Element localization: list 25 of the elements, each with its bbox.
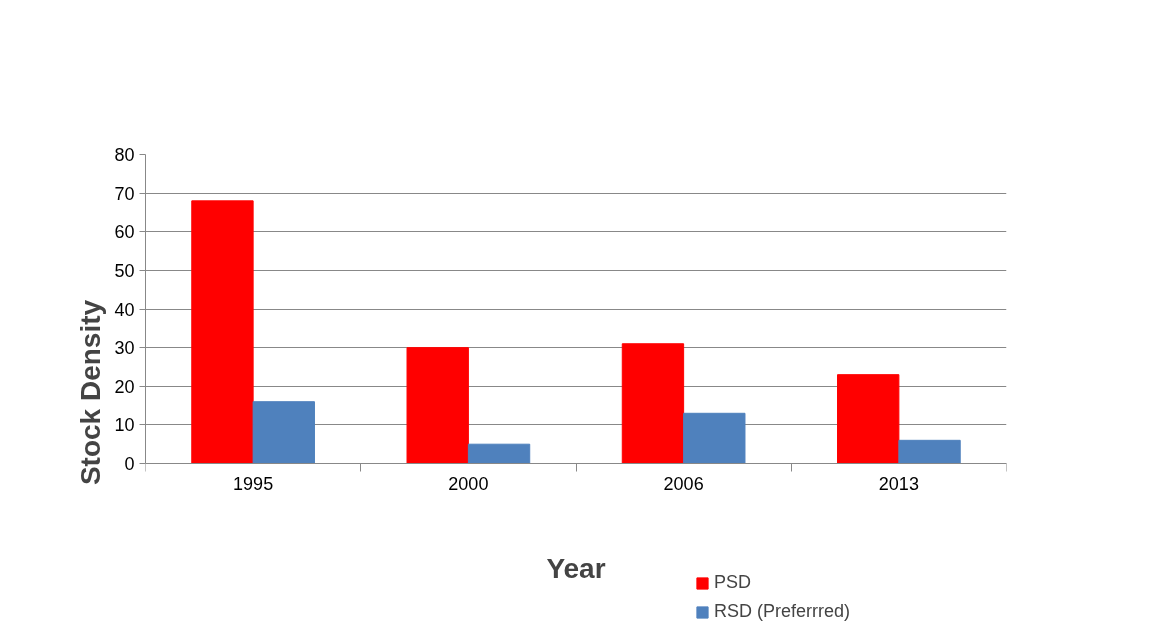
y-tick-label: 30 — [114, 338, 135, 359]
legend-label: PSD — [714, 572, 752, 593]
x-tick-label: 2013 — [878, 473, 919, 494]
y-axis-title: Stock Density — [75, 299, 107, 486]
bar — [621, 343, 685, 464]
y-tick-label: 80 — [114, 145, 135, 165]
bar — [191, 200, 254, 464]
bar — [837, 374, 900, 464]
y-tick-label: 0 — [124, 454, 135, 474]
bar — [683, 412, 746, 464]
y-tick-label: 70 — [114, 183, 135, 204]
x-tick-label: 2006 — [663, 473, 704, 494]
y-tick-label: 50 — [114, 260, 135, 281]
x-axis-title: Year — [546, 552, 606, 584]
bar — [467, 443, 531, 464]
y-tick-label: 40 — [114, 299, 135, 320]
y-tick-label: 20 — [114, 376, 135, 397]
y-tick-label: 10 — [114, 415, 135, 436]
bar — [898, 439, 961, 464]
bar — [252, 401, 315, 464]
x-tick-label: 1995 — [233, 473, 274, 494]
legend-label: RSD (Preferrred) — [714, 601, 851, 622]
x-tick-label: 2000 — [448, 473, 489, 494]
y-tick-label: 60 — [114, 222, 135, 243]
bar — [406, 347, 469, 464]
